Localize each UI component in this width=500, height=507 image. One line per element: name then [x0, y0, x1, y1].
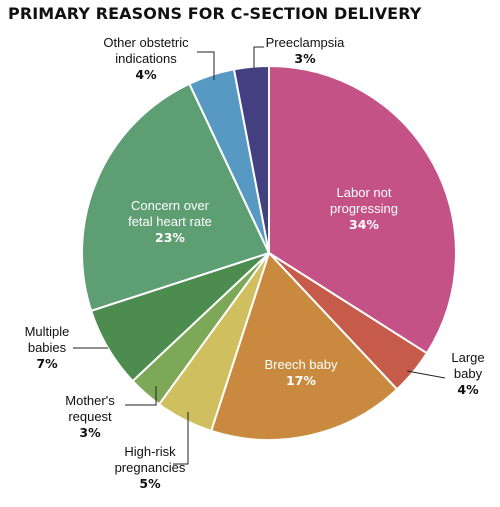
slice-value-label: 3% — [79, 425, 101, 440]
leader-line-mothers-request — [125, 386, 157, 406]
slice-value-label: 17% — [286, 373, 316, 388]
slice-label-text: Mother's — [65, 393, 115, 408]
slice-label-text: Concern over — [131, 198, 210, 213]
slice-label-text: request — [68, 409, 112, 424]
slice-label-text: Large — [451, 350, 484, 365]
chart-title: PRIMARY REASONS FOR C-SECTION DELIVERY — [8, 4, 422, 23]
slice-label-text: progressing — [330, 201, 398, 216]
slice-labor-not-progressing — [268, 65, 457, 355]
slice-value-label: 4% — [457, 382, 479, 397]
slice-label-text: baby — [454, 366, 483, 381]
slice-value-label: 3% — [294, 51, 316, 66]
leader-line-high-risk-pregnancies — [173, 412, 189, 465]
slice-value-label: 34% — [349, 217, 379, 232]
slice-label-text: Preeclampsia — [266, 35, 346, 50]
slice-value-label: 23% — [155, 230, 185, 245]
slice-label-text: High-risk — [124, 444, 176, 459]
slice-breech-baby — [210, 252, 399, 441]
slice-label-text: Labor not — [337, 185, 392, 200]
slice-value-label: 4% — [135, 67, 157, 82]
leader-line-preeclampsia — [253, 46, 264, 68]
leader-line-other-obstetric-indications — [197, 51, 215, 80]
slice-preeclampsia — [232, 65, 270, 254]
slice-label-text: fetal heart rate — [128, 214, 212, 229]
slice-label-text: indications — [115, 51, 177, 66]
slice-label-text: Other obstetric — [103, 35, 189, 50]
slice-concern-over-fetal-heart-rate — [81, 82, 270, 312]
slice-label-text: pregnancies — [115, 460, 186, 475]
slice-label-text: Breech baby — [265, 357, 338, 372]
leader-line-large-baby — [406, 370, 446, 379]
slice-label-text: Multiple — [25, 324, 70, 339]
slice-value-label: 7% — [36, 356, 58, 371]
slice-label-text: babies — [28, 340, 67, 355]
slice-value-label: 5% — [139, 476, 161, 491]
